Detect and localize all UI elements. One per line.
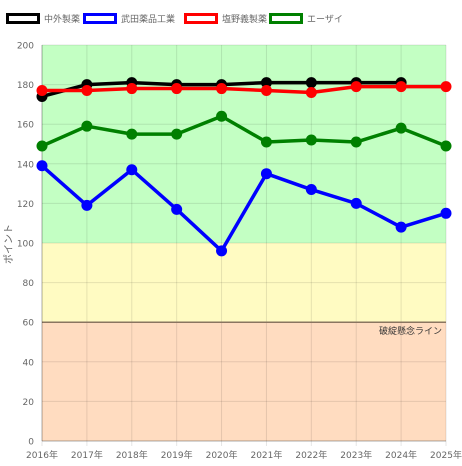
data-point [81, 199, 93, 211]
axes: 0 20 40 60 80 100 120 140 160 180 200 2016年 2017年 201… [17, 42, 462, 462]
background-bands [42, 45, 446, 441]
data-point [305, 134, 317, 146]
data-point [216, 83, 228, 95]
threshold-label: 破綻懸念ライン [379, 325, 442, 337]
legend-label: 中外製薬 [44, 13, 80, 25]
data-point [305, 87, 317, 99]
data-point [260, 77, 272, 89]
legend-swatch [184, 13, 218, 24]
data-point [350, 197, 362, 209]
legend-label: 塩野義製薬 [222, 13, 267, 25]
legend-swatch [83, 13, 117, 24]
y-tick-label: 140 [17, 160, 34, 170]
data-point [36, 85, 48, 97]
y-tick-label: 40 [23, 358, 35, 368]
y-tick-label: 160 [17, 121, 34, 131]
legend-swatch [269, 13, 303, 24]
data-point [126, 128, 138, 140]
legend: 中外製薬 武田薬品工業 塩野義製薬 エーザイ [6, 13, 343, 25]
data-point [395, 81, 407, 93]
data-point [36, 160, 48, 172]
y-tick-label: 120 [17, 200, 34, 210]
data-point [440, 81, 452, 93]
x-tick-label: 2016年 [26, 449, 58, 461]
legend-label: エーザイ [307, 14, 343, 25]
data-point [171, 128, 183, 140]
data-point [260, 136, 272, 148]
data-point [260, 168, 272, 180]
x-tick-label: 2020年 [206, 449, 238, 461]
x-tick-label: 2017年 [71, 449, 103, 461]
data-point [350, 81, 362, 93]
y-tick-label: 100 [17, 240, 34, 250]
y-tick-label: 180 [17, 81, 34, 91]
band-1 [42, 243, 446, 323]
y-tick-label: 0 [28, 438, 34, 448]
y-tick-label: 80 [23, 279, 35, 289]
data-point [81, 85, 93, 97]
data-point [395, 122, 407, 134]
x-tick-label: 2022年 [295, 449, 327, 461]
x-tick-label: 2021年 [250, 449, 282, 461]
series-2 [36, 81, 452, 99]
data-point [171, 83, 183, 95]
x-tick-label: 2018年 [116, 449, 148, 461]
data-point [171, 203, 183, 215]
legend-item: 中外製薬 [6, 13, 80, 25]
y-tick-label: 200 [17, 42, 34, 52]
series-line [41, 114, 447, 148]
x-tick-label: 2023年 [340, 449, 372, 461]
y-axis-title: ポイント [3, 224, 15, 264]
legend-item: 武田薬品工業 [83, 13, 175, 25]
y-tick-label: 20 [23, 398, 35, 408]
legend-item: エーザイ [269, 13, 343, 25]
legend-item: 塩野義製薬 [184, 13, 267, 25]
data-point [126, 83, 138, 95]
data-point [260, 85, 272, 97]
data-point [305, 77, 317, 89]
series-group [36, 77, 452, 257]
data-point [81, 120, 93, 132]
x-tick-label: 2019年 [161, 449, 193, 461]
band-2 [42, 322, 446, 441]
series-1 [36, 160, 452, 257]
threshold-line: 破綻懸念ライン [42, 321, 446, 337]
y-tick-label: 60 [23, 319, 35, 329]
series-line [40, 164, 447, 253]
data-point [440, 207, 452, 219]
legend-swatch [6, 13, 40, 24]
series-line [42, 84, 446, 95]
x-tick-label: 2024年 [385, 449, 417, 461]
data-point [216, 110, 228, 122]
x-tick-label: 2025年 [430, 449, 462, 461]
data-point [126, 164, 138, 176]
data-point [36, 140, 48, 152]
data-point [440, 140, 452, 152]
series-3 [36, 110, 452, 152]
data-point [395, 221, 407, 233]
legend-label: 武田薬品工業 [121, 13, 175, 25]
data-point [216, 245, 228, 257]
data-point [305, 184, 317, 196]
data-point [350, 136, 362, 148]
